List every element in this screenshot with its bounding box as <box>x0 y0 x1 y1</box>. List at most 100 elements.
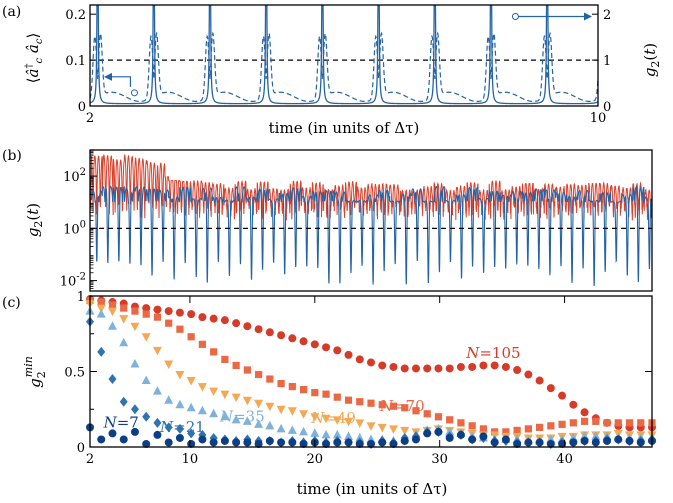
panel-c-point-n35 <box>276 423 286 433</box>
panel-b-ytick-label: 10-2 <box>60 272 86 290</box>
panel-c-point-n7 <box>468 435 477 444</box>
panel-c-point-n70 <box>187 333 195 341</box>
panel-c-series-label-n21: N=21 <box>159 418 205 436</box>
panel-c-point-n105 <box>490 361 499 370</box>
panel-c-point-n7 <box>322 439 331 448</box>
panel-c-point-n49 <box>265 402 275 412</box>
panel-c-point-n70 <box>502 428 510 436</box>
panel-c-point-n49 <box>209 387 219 397</box>
panel-c-series-label-n105: N=105 <box>465 344 520 362</box>
panel-c-series-label-n70: N=70 <box>379 397 425 415</box>
panel-c-point-n70 <box>536 423 544 431</box>
panel-c-point-n70 <box>614 419 622 427</box>
panel-c-point-n7 <box>400 436 409 445</box>
panel-c-point-n49 <box>388 425 398 434</box>
panel-c-point-n105 <box>232 319 241 328</box>
panel-c-point-n35 <box>141 375 151 385</box>
panel-c-point-n7 <box>164 438 173 447</box>
svg-text:⟨â†c âc⟩: ⟨â†c âc⟩ <box>24 33 45 84</box>
panel-c-point-n70 <box>434 413 443 421</box>
panel-c-point-n105 <box>400 364 409 373</box>
panel-c-point-n35 <box>445 426 455 436</box>
panel-c-point-n105 <box>580 408 589 417</box>
panel-c-point-n70 <box>446 416 454 424</box>
panel-c-point-n49 <box>152 346 162 356</box>
panel-c-series-label-n7: N=7 <box>103 413 139 431</box>
panel-c-point-n70 <box>120 304 128 312</box>
panel-c-point-n35 <box>254 419 264 428</box>
panel-c-point-n70 <box>255 370 263 379</box>
panel-c-point-n105 <box>569 400 578 409</box>
panel-c-point-n70 <box>221 355 229 364</box>
panel-c-point-n70 <box>367 399 375 407</box>
panel-c-point-n49 <box>119 315 129 324</box>
panel-c-point-n105 <box>445 364 454 373</box>
panel-c-point-n7 <box>625 436 634 445</box>
panel-c-point-n105 <box>344 350 353 359</box>
panel-c-point-n70 <box>592 417 600 425</box>
panel-c-point-n35 <box>130 358 140 368</box>
panel-c-point-n70 <box>401 404 409 412</box>
panel-c-point-n105 <box>164 307 173 316</box>
panel-c-point-n7 <box>423 429 432 438</box>
panel-c-point-n70 <box>322 390 330 398</box>
panel-b-ytick-label: 100 <box>63 219 86 237</box>
svg-text:g2(t): g2(t) <box>641 43 662 77</box>
panel-c-xtick-label: 2 <box>86 452 94 467</box>
panel-c-point-n7 <box>580 436 589 445</box>
panel-c-point-n7 <box>97 435 106 444</box>
panel-c-point-n49 <box>321 414 331 424</box>
panel-c-point-n105 <box>468 362 477 371</box>
panel-c-point-n49 <box>366 422 376 431</box>
panel-c-point-n70 <box>165 319 173 327</box>
panel-c-point-n70 <box>479 425 487 433</box>
panel-c-point-n105 <box>355 355 364 364</box>
panel-a-solid-series <box>90 5 598 105</box>
panel-c-point-n70 <box>423 410 431 418</box>
panel-c-point-n21 <box>97 346 106 357</box>
panel-a-xtick-label: 10 <box>590 111 607 126</box>
panel-c-point-n70 <box>412 407 420 415</box>
panel-a-ylabel-left: ⟨â†c âc⟩ <box>24 33 45 84</box>
panel-c-point-n35 <box>299 426 309 436</box>
panel-c-point-n35 <box>355 432 365 442</box>
panel-c-point-n70 <box>524 425 532 433</box>
panel-c-point-n49 <box>130 322 140 332</box>
panel-c-xlabel: time (in units of Δτ) <box>297 480 448 498</box>
panel-c-point-n105 <box>288 334 297 343</box>
panel-c-point-n35 <box>321 429 331 439</box>
panel-a-ytick-right-label: 2 <box>603 8 611 23</box>
panel-c-point-n105 <box>254 325 263 334</box>
panel-c-point-n70 <box>468 422 476 430</box>
panel-c-point-n105 <box>153 305 162 314</box>
panel-b-red-series <box>90 153 652 221</box>
panel-c-point-n70 <box>299 386 308 394</box>
panel-c-point-n49 <box>355 419 365 428</box>
panel-c-point-n105 <box>220 316 229 325</box>
panel-c-point-n70 <box>389 402 398 410</box>
svg-text:g2(t): g2(t) <box>24 203 45 237</box>
panel-c-point-n49 <box>310 413 320 422</box>
panel-c-point-n105 <box>434 364 443 373</box>
panel-c-point-n70 <box>378 401 386 409</box>
panel-a-ytick-right-label: 1 <box>603 54 611 69</box>
panel-c-point-n70 <box>176 325 184 333</box>
panel-c-point-n21 <box>187 428 196 439</box>
panel-c-point-n70 <box>108 301 117 309</box>
panel-c-point-n7 <box>434 427 443 436</box>
panel-c-point-n105 <box>142 304 151 313</box>
panel-c-point-n7 <box>636 438 645 447</box>
panel-c-point-n105 <box>479 361 488 370</box>
panel-c-point-n21 <box>108 374 117 385</box>
panel-c-point-n49 <box>231 393 241 403</box>
panel-c-point-n49 <box>197 383 207 392</box>
panel-c-point-n7 <box>445 433 454 442</box>
panel-c-point-n7 <box>355 439 364 448</box>
panel-c-point-n105 <box>367 358 375 367</box>
panel-c-point-n7 <box>501 435 510 444</box>
panel-c-point-n105 <box>265 328 274 337</box>
panel-c-point-n35 <box>107 321 117 330</box>
panel-c-point-n70 <box>153 313 162 321</box>
panel-b-ylabel: g2(t) <box>24 203 45 237</box>
panel-c-point-n35 <box>220 411 230 421</box>
